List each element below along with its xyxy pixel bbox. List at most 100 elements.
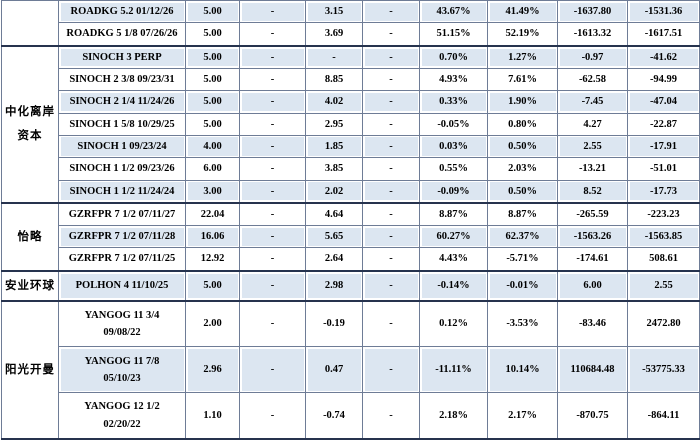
value-cell: 0.03% [419, 134, 488, 159]
value-cell: 4.00 [185, 134, 240, 159]
group-label-cell: 怡略 [1, 202, 59, 272]
value-cell: 4.27 [557, 112, 628, 136]
table-row: 阳光开曼 YANGOG 11 3/4 09/08/22 2.00- -0.19-0.1… [1, 300, 700, 440]
value-cell: - [362, 157, 420, 181]
value-cell: 0.55% [419, 157, 488, 181]
value-cell: - [239, 346, 306, 394]
value-cell: - [305, 45, 363, 69]
group-label-cell: 阳光开曼 [1, 300, 59, 440]
value-cell: - [239, 179, 306, 204]
value-cell: 4.64 [305, 202, 363, 227]
value-cell: 5.00 [185, 0, 240, 24]
table-row: SINOCH 1 1/2 09/23/26 6.00-3.85-0.55% 2.03… [2, 157, 700, 181]
bond-name-cell: POLHON 4 11/10/25 [58, 270, 186, 302]
value-cell: 12.92 [185, 247, 240, 272]
value-cell: - [239, 112, 306, 136]
value-cell: -0.14% [419, 270, 488, 302]
value-cell: -870.75 [557, 392, 628, 440]
value-cell: - [239, 67, 306, 92]
value-cell: - [362, 179, 420, 204]
bond-name-cell: SINOCH 1 5/8 10/29/25 [58, 112, 186, 136]
value-cell: -1617.51 [627, 22, 700, 47]
value-cell: - [362, 0, 420, 24]
value-cell: 0.33% [419, 90, 488, 114]
value-cell: -7.45 [557, 90, 628, 114]
table-row: SINOCH 1 09/23/24 4.00-1.85-0.03% 0.50% 2.5… [2, 134, 700, 159]
value-cell: 2.98 [305, 270, 363, 302]
value-cell: 22.04 [185, 202, 240, 227]
value-cell: -174.61 [557, 247, 628, 272]
value-cell: - [239, 0, 306, 24]
table-row: SINOCH 1 5/8 10/29/25 5.00-2.95- -0.05% 0.8… [2, 112, 700, 136]
value-cell: 6.00 [185, 157, 240, 181]
value-cell: - [239, 270, 306, 302]
table-row: SINOCH 1 1/2 11/24/24 3.00-2.02- -0.09% 0.5… [2, 179, 700, 204]
value-cell: -1563.26 [557, 225, 628, 249]
value-cell: 10.14% [487, 346, 558, 394]
value-cell: -17.91 [627, 134, 700, 159]
value-cell: 2.64 [305, 247, 363, 272]
value-cell: 5.00 [185, 45, 240, 69]
value-cell: 2.17% [487, 392, 558, 440]
value-cell: 41.49% [487, 0, 558, 24]
value-cell: 0.70% [419, 45, 488, 69]
value-cell: - [239, 22, 306, 47]
value-cell: - [239, 300, 306, 348]
value-cell: 7.61% [487, 67, 558, 92]
table-row: SINOCH 2 1/4 11/24/26 5.00-4.02-0.33% 1.90… [2, 90, 700, 114]
value-cell: -1637.80 [557, 0, 628, 24]
value-cell: - [362, 67, 420, 92]
value-cell: -0.05% [419, 112, 488, 136]
value-cell: 5.00 [185, 112, 240, 136]
value-cell: -53775.33 [627, 346, 700, 394]
value-cell: 4.93% [419, 67, 488, 92]
value-cell: 5.00 [185, 270, 240, 302]
value-cell: 0.80% [487, 112, 558, 136]
value-cell: 2.55 [557, 134, 628, 159]
value-cell: 0.50% [487, 134, 558, 159]
value-cell: - [362, 225, 420, 249]
value-cell: - [239, 134, 306, 159]
value-cell: -13.21 [557, 157, 628, 181]
value-cell: - [362, 346, 420, 394]
value-cell: -47.04 [627, 90, 700, 114]
bond-name-cell: SINOCH 3 PERP [58, 45, 186, 69]
value-cell: 1.27% [487, 45, 558, 69]
bond-name-cell: ROADKG 5.2 01/12/26 [58, 0, 186, 24]
value-cell: 60.27% [419, 225, 488, 249]
value-cell: 5.00 [185, 67, 240, 92]
value-cell: 5.00 [185, 90, 240, 114]
value-cell: 3.85 [305, 157, 363, 181]
value-cell: -864.11 [627, 392, 700, 440]
value-cell: 4.02 [305, 90, 363, 114]
value-cell: - [362, 247, 420, 272]
table-row: YANGOG 11 7/8 05/10/23 2.96-0.47- -11.11% 1… [2, 346, 700, 394]
value-cell: 2.18% [419, 392, 488, 440]
value-cell: -5.71% [487, 247, 558, 272]
value-cell: 2.03% [487, 157, 558, 181]
value-cell: 2472.80 [627, 300, 700, 348]
value-cell: 3.00 [185, 179, 240, 204]
value-cell: - [362, 45, 420, 69]
value-cell: - [362, 134, 420, 159]
value-cell: -11.11% [419, 346, 488, 394]
value-cell: -62.58 [557, 67, 628, 92]
value-cell: - [239, 157, 306, 181]
value-cell: 62.37% [487, 225, 558, 249]
bond-name-cell: SINOCH 1 09/23/24 [58, 134, 186, 159]
value-cell: - [362, 112, 420, 136]
value-cell: 0.50% [487, 179, 558, 204]
value-cell: -0.09% [419, 179, 488, 204]
value-cell: 0.12% [419, 300, 488, 348]
value-cell: 8.87% [419, 202, 488, 227]
value-cell: -51.01 [627, 157, 700, 181]
table-row: GZRFPR 7 1/2 07/11/28 16.06-5.65-60.27% 62… [2, 225, 700, 249]
bond-name-cell: GZRFPR 7 1/2 07/11/25 [58, 247, 186, 272]
table-row: GZRFPR 7 1/2 07/11/25 12.92-2.64-4.43% -5.… [2, 247, 700, 272]
bond-name-cell: SINOCH 2 1/4 11/24/26 [58, 90, 186, 114]
value-cell: - [239, 247, 306, 272]
value-cell: 4.43% [419, 247, 488, 272]
